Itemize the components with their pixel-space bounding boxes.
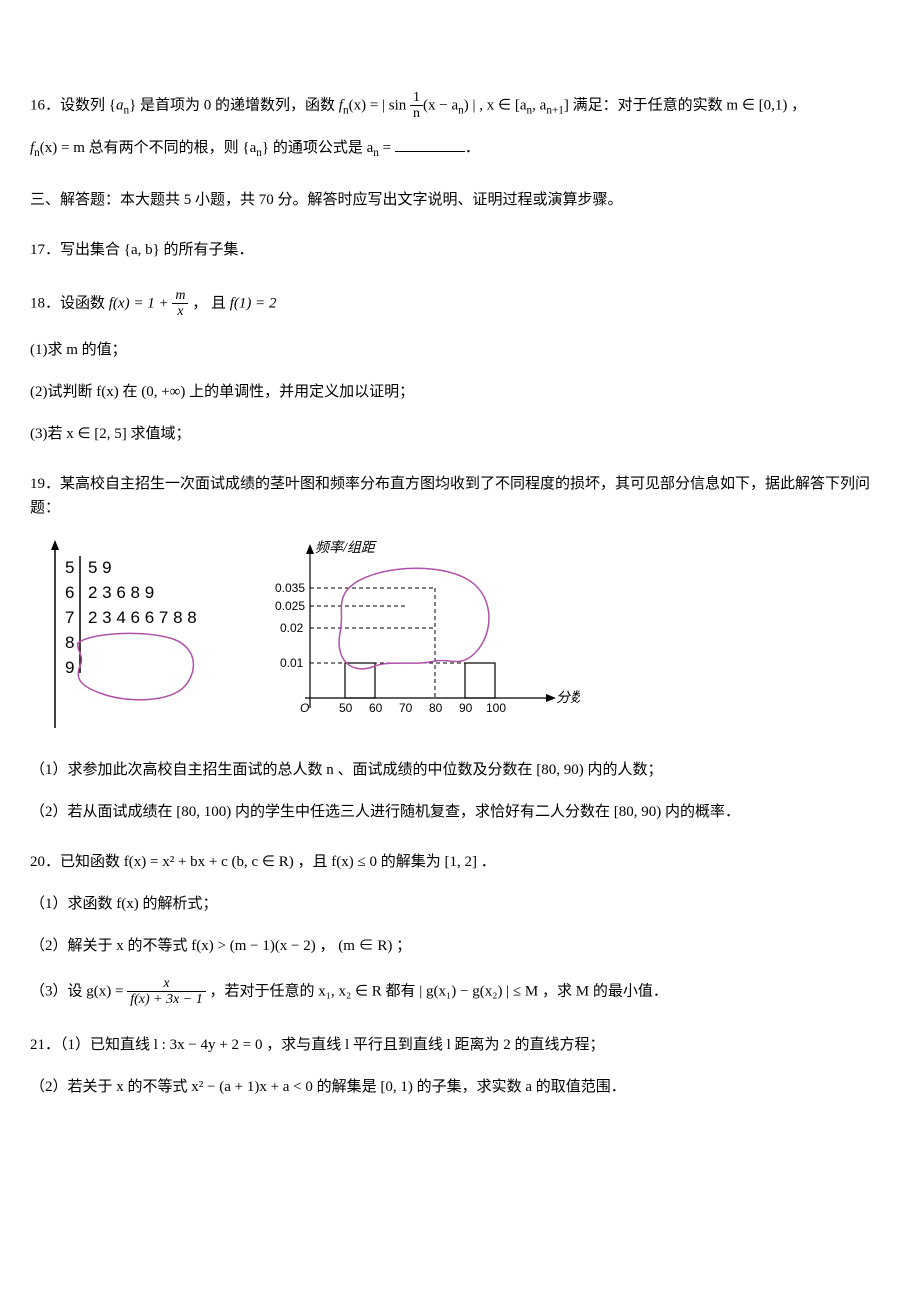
p21-sub2: （2）若关于 x 的不等式 x² − (a + 1)x + a < 0 的解集是… (30, 1075, 890, 1099)
stem-leaf-plot: 5 5 9 6 2 3 6 8 9 7 2 3 4 6 6 7 8 8 8 9 (30, 538, 220, 738)
p19-sub1: （1）求参加此次高校自主招生面试的总人数 n 、面试成绩的中位数及分数在 [80… (30, 758, 890, 782)
blank-line (395, 137, 465, 152)
stem: 7 (65, 608, 74, 627)
xtick: 50 (339, 701, 353, 715)
stem: 5 (65, 558, 74, 577)
numerator: 1 (410, 90, 423, 106)
p20-sub3: （3）设 g(x) = x f(x) + 3x − 1 ，若对于任意的 x₁, … (30, 976, 890, 1008)
fraction: x f(x) + 3x − 1 (127, 976, 206, 1008)
problem-17: 17．写出集合 {a, b} 的所有子集． (30, 238, 890, 262)
xtick: 70 (399, 701, 413, 715)
fraction: 1 n (410, 90, 423, 122)
stem: 8 (65, 633, 74, 652)
x-label: 分数 (556, 690, 580, 706)
numerator: x (127, 976, 206, 992)
p20-sub2: （2）解关于 x 的不等式 f(x) > (m − 1)(x − 2) ， (m… (30, 934, 890, 958)
ytick: 0.025 (275, 599, 305, 613)
problem-20: 20．已知函数 f(x) = x² + bx + c (b, c ∈ R) ，且… (30, 850, 890, 1008)
ytick: 0.02 (280, 621, 304, 635)
text: ] 满足：对于任意的实数 m ∈ [0,1) ， (564, 97, 806, 113)
text: ， 且 (188, 295, 229, 311)
text: (x − a (423, 97, 458, 113)
p20-sub1: （1）求函数 f(x) 的解析式； (30, 892, 890, 916)
text: (x) = | sin (349, 97, 407, 113)
leaves: 5 9 (88, 558, 112, 577)
p18-sub1: (1)求 m 的值； (30, 338, 890, 362)
p20-line1: 20．已知函数 f(x) = x² + bx + c (b, c ∈ R) ，且… (30, 850, 890, 874)
problem-21: 21．（1）已知直线 l : 3x − 4y + 2 = 0 ，求与直线 l 平… (30, 1033, 890, 1099)
p21-sub1: 21．（1）已知直线 l : 3x − 4y + 2 = 0 ，求与直线 l 平… (30, 1033, 890, 1057)
histogram: 频率/组距 分数 O 0.035 0.025 0.02 0.01 (250, 538, 580, 738)
text: } 的通项公式是 a (262, 140, 373, 156)
text: （3）设 g(x) = (30, 983, 127, 999)
origin: O (300, 701, 309, 715)
p18-line1: 18．设函数 f(x) = 1 + m x ， 且 f(1) = 2 (30, 288, 890, 320)
problem-16: 16．设数列 {an} 是首项为 0 的递增数列，函数 fn(x) = | si… (30, 90, 890, 162)
text: 18．设函数 (30, 295, 109, 311)
cond: f(1) = 2 (230, 295, 277, 311)
text: (x) = m 总有两个不同的根，则 {a (40, 140, 256, 156)
denominator: f(x) + 3x − 1 (127, 992, 206, 1007)
y-label: 频率/组距 (315, 540, 377, 556)
p16-line2: fn(x) = m 总有两个不同的根，则 {an} 的通项公式是 an = ． (30, 136, 890, 162)
leaves: 2 3 6 8 9 (88, 583, 154, 602)
ytick: 0.01 (280, 656, 304, 670)
xtick: 100 (486, 701, 506, 715)
denominator: n (410, 106, 423, 121)
p19-intro: 19．某高校自主招生一次面试成绩的茎叶图和频率分布直方图均收到了不同程度的损坏，… (30, 472, 890, 520)
text: ) | , x ∈ [a (464, 97, 527, 113)
xtick: 80 (429, 701, 443, 715)
text: 16．设数列 { (30, 97, 116, 113)
xtick: 90 (459, 701, 473, 715)
text: = (379, 140, 395, 156)
stem: 6 (65, 583, 74, 602)
numerator: m (172, 288, 188, 304)
leaves: 2 3 4 6 6 7 8 8 (88, 608, 197, 627)
sub: n+1 (546, 104, 564, 116)
text: } 是首项为 0 的递增数列，函数 (129, 97, 339, 113)
figures: 5 5 9 6 2 3 6 8 9 7 2 3 4 6 6 7 8 8 8 9 … (30, 538, 890, 738)
text: 17．写出集合 {a, b} 的所有子集． (30, 242, 254, 258)
p19-sub2: （2）若从面试成绩在 [80, 100) 内的学生中任选三人进行随机复查，求恰好… (30, 800, 890, 824)
text: , a (532, 97, 546, 113)
denominator: x (172, 304, 188, 319)
p18-sub2: (2)试判断 f(x) 在 (0, +∞) 上的单调性，并用定义加以证明； (30, 380, 890, 404)
xtick: 60 (369, 701, 383, 715)
problem-18: 18．设函数 f(x) = 1 + m x ， 且 f(1) = 2 (1)求 … (30, 288, 890, 446)
p18-sub3: (3)若 x ∈ [2, 5] 求值域； (30, 422, 890, 446)
text: ． (465, 140, 480, 156)
expr: f(x) = 1 + (109, 295, 173, 311)
stem: 9 (65, 658, 74, 677)
fraction: m x (172, 288, 188, 320)
ytick: 0.035 (275, 581, 305, 595)
text: ，若对于任意的 x₁, x₂ ∈ R 都有 | g(x₁) − g(x₂) | … (210, 983, 668, 999)
section-3-heading: 三、解答题：本大题共 5 小题，共 70 分。解答时应写出文字说明、证明过程或演… (30, 188, 890, 212)
problem-19: 19．某高校自主招生一次面试成绩的茎叶图和频率分布直方图均收到了不同程度的损坏，… (30, 472, 890, 824)
